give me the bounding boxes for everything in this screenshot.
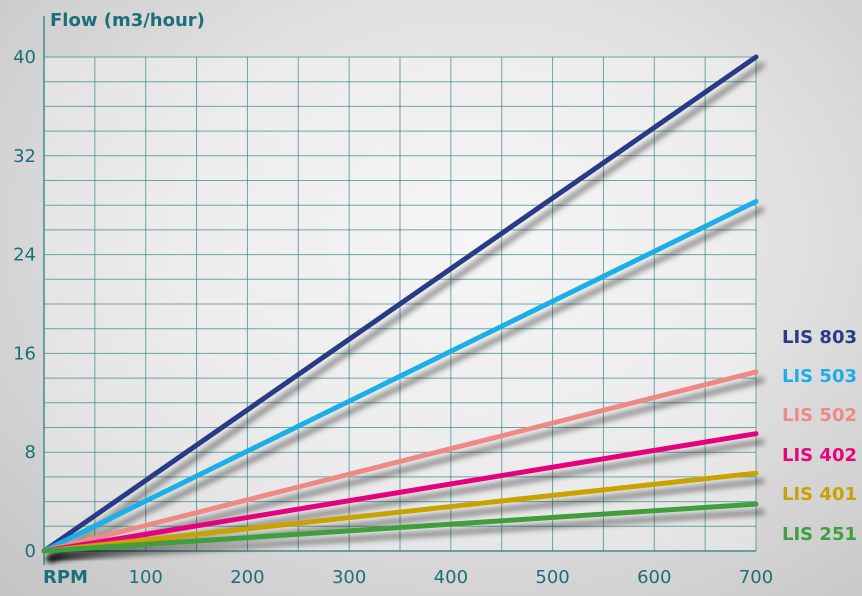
- series-line: [41, 431, 759, 554]
- legend-label: LIS 251: [782, 524, 857, 545]
- series-line: [41, 198, 759, 554]
- x-axis-title: RPM: [43, 567, 88, 588]
- series-line: [41, 54, 759, 554]
- x-tick-label: 500: [535, 567, 569, 588]
- legend-label: LIS 502: [782, 405, 857, 426]
- y-tick-label: 0: [25, 541, 36, 562]
- x-tick-label: 400: [434, 567, 468, 588]
- series-line: [41, 470, 759, 554]
- x-tick-label: 300: [332, 567, 366, 588]
- y-axis-title: Flow (m3/hour): [50, 10, 205, 31]
- y-tick-label: 24: [13, 245, 36, 266]
- legend-label: LIS 803: [782, 327, 857, 348]
- series-line: [41, 501, 759, 554]
- y-tick-label: 8: [25, 442, 36, 463]
- x-tick-label: 100: [129, 567, 163, 588]
- x-tick-label: 600: [637, 567, 671, 588]
- x-tick-label: 700: [739, 567, 773, 588]
- legend-label: LIS 503: [782, 366, 857, 387]
- y-tick-label: 32: [13, 146, 36, 167]
- y-tick-label: 40: [13, 47, 36, 68]
- legend-label: LIS 401: [782, 484, 857, 505]
- series-line: [41, 369, 759, 554]
- legend-label: LIS 402: [782, 445, 857, 466]
- y-tick-label: 16: [13, 343, 36, 364]
- x-tick-label: 200: [230, 567, 264, 588]
